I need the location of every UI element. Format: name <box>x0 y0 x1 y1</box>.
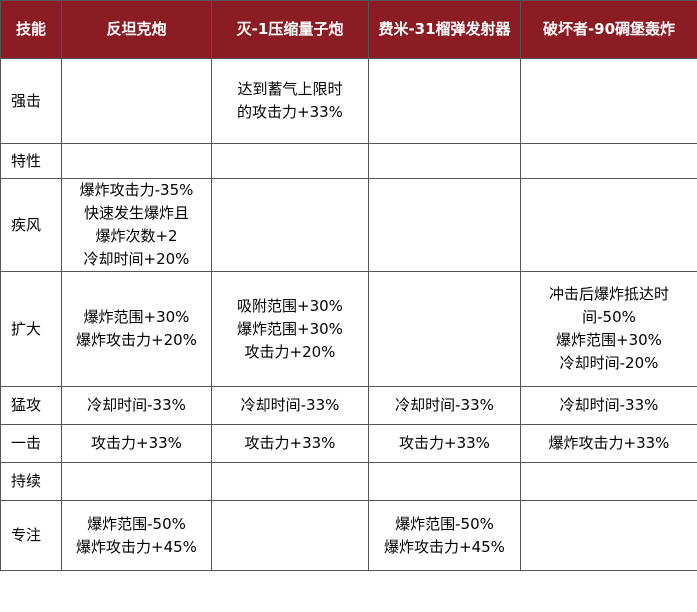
skill-name-cell: 猛攻 <box>0 386 62 425</box>
table-row: 疾风 爆炸攻击力-35% 快速发生爆炸且 爆炸次数+2 冷却时间+20% <box>0 178 697 272</box>
effect-line: 爆炸范围+30% <box>83 308 190 326</box>
effect-line: 间-50% <box>582 308 636 326</box>
effect-line: 爆炸攻击力-35% <box>79 181 194 199</box>
effect-cell <box>520 462 697 501</box>
table-row: 特性 <box>0 143 697 179</box>
effect-cell <box>520 58 697 144</box>
header-anti-tank-cannon: 反坦克炮 <box>61 0 212 59</box>
effect-line: 爆炸范围+30% <box>556 331 662 349</box>
effect-line: 爆炸次数+2 <box>95 227 178 245</box>
effect-cell <box>520 143 697 179</box>
table-row: 持续 <box>0 462 697 501</box>
table-row: 一击 攻击力+33% 攻击力+33% 攻击力+33% 爆炸攻击力+33% <box>0 424 697 463</box>
effect-cell <box>61 58 212 144</box>
effect-cell <box>520 500 697 571</box>
effect-line: 冷却时间-33% <box>559 396 659 414</box>
effect-line: 爆炸攻击力+20% <box>76 331 197 349</box>
effect-line: 冷却时间+20% <box>83 250 190 268</box>
effect-cell: 爆炸范围-50% 爆炸攻击力+45% <box>368 500 521 571</box>
skill-name-cell: 专注 <box>0 500 62 571</box>
effect-cell <box>211 178 369 272</box>
effect-cell <box>368 58 521 144</box>
table-row: 专注 爆炸范围-50% 爆炸攻击力+45% 爆炸范围-50% 爆炸攻击力+45% <box>0 500 697 571</box>
effect-line: 攻击力+33% <box>399 434 490 452</box>
effect-line: 爆炸攻击力+45% <box>384 537 505 556</box>
effect-cell: 爆炸攻击力-35% 快速发生爆炸且 爆炸次数+2 冷却时间+20% <box>61 178 212 272</box>
skill-name-cell: 强击 <box>0 58 62 144</box>
effect-cell: 攻击力+33% <box>61 424 212 463</box>
effect-cell: 攻击力+33% <box>211 424 369 463</box>
table-body: 强击 达到蓄气上限时 的攻击力+33% 特性 疾风 爆炸攻击力-35% 快速发生爆炸且 爆炸次… <box>0 58 697 571</box>
table-row: 强击 达到蓄气上限时 的攻击力+33% <box>0 58 697 144</box>
header-quantum-cannon: 灭-1压缩量子炮 <box>211 0 369 59</box>
effect-line: 爆炸范围-50% <box>87 514 186 533</box>
effect-line: 冷却时间-33% <box>240 396 340 414</box>
effect-cell: 冷却时间-33% <box>211 386 369 425</box>
skill-name-cell: 一击 <box>0 424 62 463</box>
effect-line: 的攻击力+33% <box>237 103 343 121</box>
effect-cell <box>211 143 369 179</box>
effect-line: 爆炸范围+30% <box>237 319 343 338</box>
effect-line: 冷却时间-20% <box>559 354 659 372</box>
effect-line: 攻击力+20% <box>244 342 336 361</box>
effect-cell <box>368 178 521 272</box>
skill-name-cell: 持续 <box>0 462 62 501</box>
effect-line: 爆炸攻击力+45% <box>76 537 197 556</box>
effect-cell <box>368 271 521 387</box>
effect-cell <box>61 462 212 501</box>
effect-cell: 爆炸范围+30% 爆炸攻击力+20% <box>61 271 212 387</box>
effect-cell: 爆炸范围-50% 爆炸攻击力+45% <box>61 500 212 571</box>
header-row: 技能 反坦克炮 灭-1压缩量子炮 费米-31榴弹发射器 破坏者-90碉堡轰炸 <box>0 0 697 59</box>
table-row: 猛攻 冷却时间-33% 冷却时间-33% 冷却时间-33% 冷却时间-33% <box>0 386 697 425</box>
skill-name-cell: 疾风 <box>0 178 62 272</box>
effect-line: 快速发生爆炸且 <box>83 204 189 222</box>
effect-cell: 冲击后爆炸抵达时 间-50% 爆炸范围+30% 冷却时间-20% <box>520 271 697 387</box>
effect-line: 冷却时间-33% <box>395 396 494 414</box>
skill-name-cell: 特性 <box>0 143 62 179</box>
effect-cell <box>61 143 212 179</box>
effect-cell <box>368 143 521 179</box>
skill-comparison-table: 技能 反坦克炮 灭-1压缩量子炮 费米-31榴弹发射器 破坏者-90碉堡轰炸 强… <box>0 0 697 571</box>
effect-line: 冷却时间-33% <box>87 396 186 414</box>
effect-line: 攻击力+33% <box>91 434 182 452</box>
effect-cell: 冷却时间-33% <box>61 386 212 425</box>
effect-line: 达到蓄气上限时 <box>237 80 343 98</box>
header-bunker-bomber: 破坏者-90碉堡轰炸 <box>520 0 697 59</box>
skill-name-cell: 扩大 <box>0 271 62 387</box>
effect-cell <box>368 462 521 501</box>
effect-cell: 达到蓄气上限时 的攻击力+33% <box>211 58 369 144</box>
header-grenade-launcher: 费米-31榴弹发射器 <box>368 0 521 59</box>
effect-cell: 冷却时间-33% <box>520 386 697 425</box>
effect-cell: 冷却时间-33% <box>368 386 521 425</box>
effect-line: 吸附范围+30% <box>237 296 343 315</box>
effect-line: 攻击力+33% <box>244 434 336 452</box>
effect-cell <box>211 500 369 571</box>
header-skill: 技能 <box>0 0 62 59</box>
effect-cell: 吸附范围+30% 爆炸范围+30% 攻击力+20% <box>211 271 369 387</box>
effect-cell <box>520 178 697 272</box>
effect-line: 爆炸攻击力+33% <box>548 434 670 452</box>
effect-line: 爆炸范围-50% <box>395 514 494 533</box>
effect-cell <box>211 462 369 501</box>
effect-line: 冲击后爆炸抵达时 <box>548 285 669 303</box>
effect-cell: 攻击力+33% <box>368 424 521 463</box>
effect-cell: 爆炸攻击力+33% <box>520 424 697 463</box>
table-row: 扩大 爆炸范围+30% 爆炸攻击力+20% 吸附范围+30% 爆炸范围+30% 攻击力+2… <box>0 271 697 387</box>
